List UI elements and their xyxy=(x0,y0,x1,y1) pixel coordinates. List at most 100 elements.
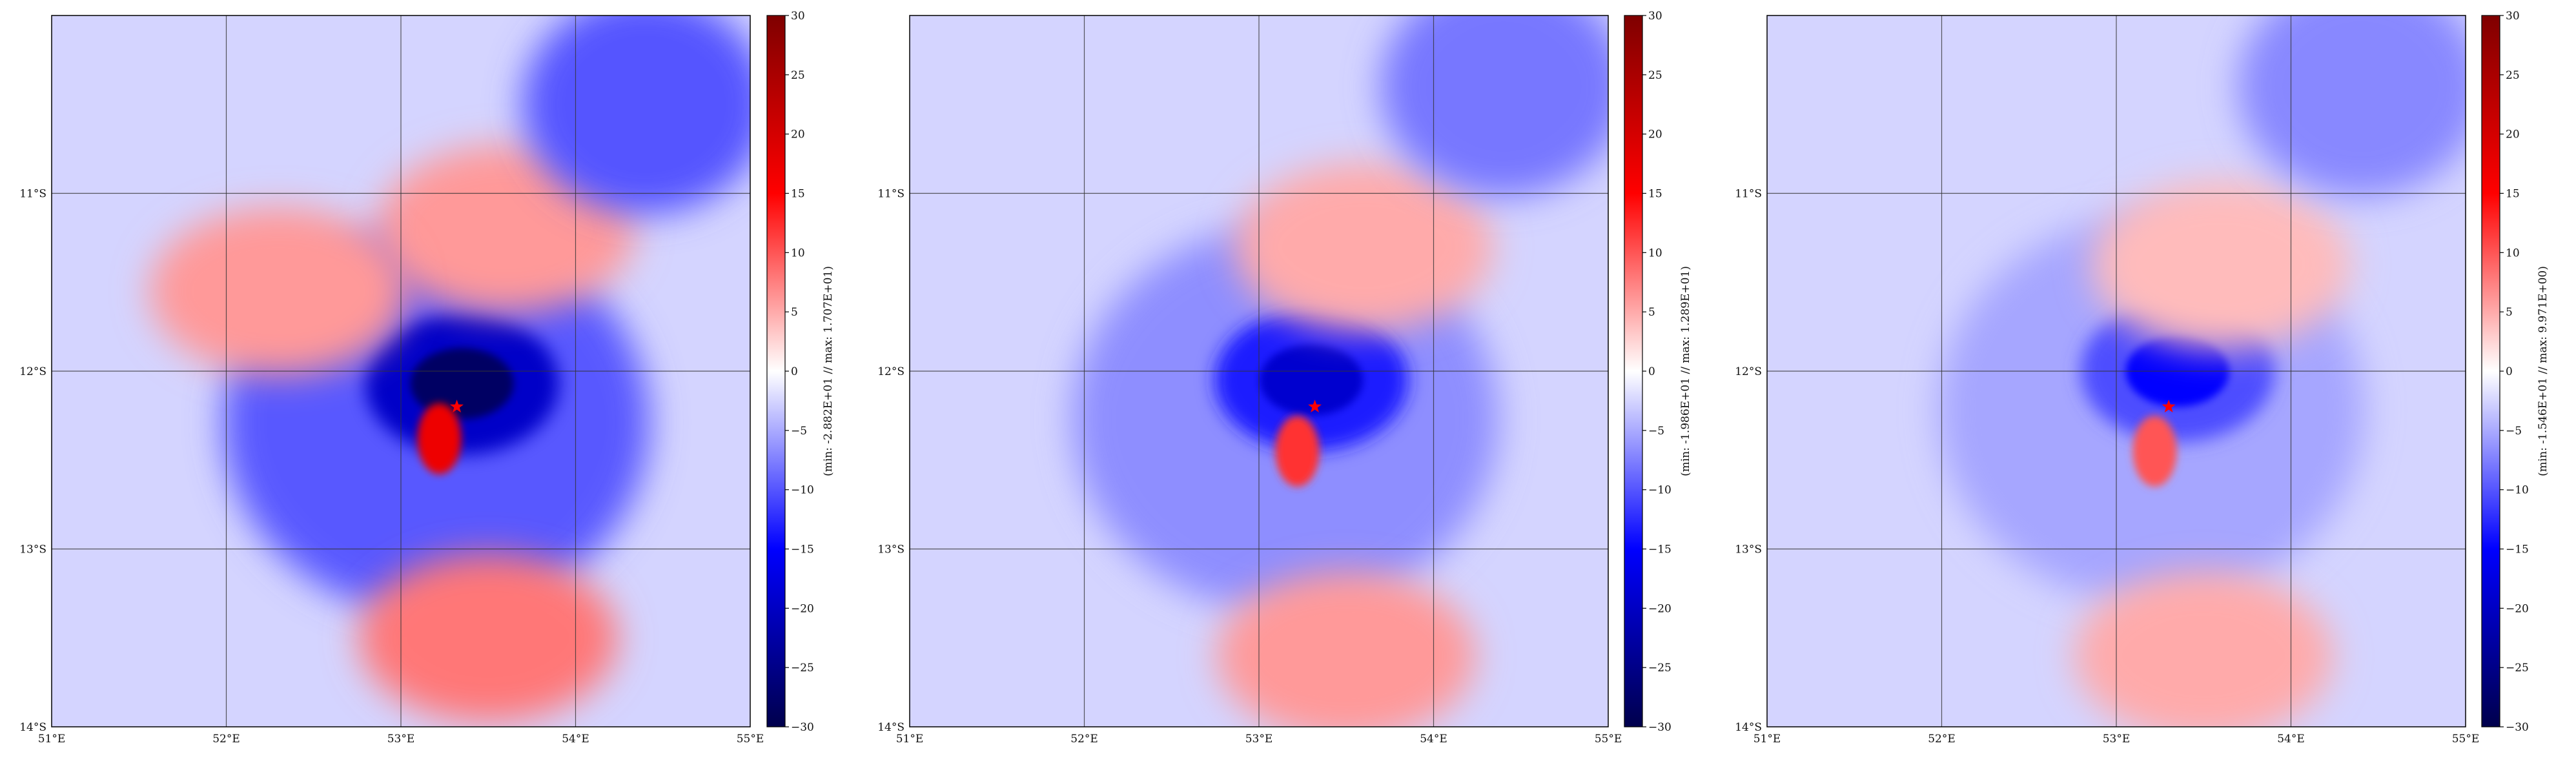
colorbar: 30 25 20 15 10 5 0 −5 −10 −15 −20 −25 −30 (min: -1.98… xyxy=(1624,10,1692,734)
y-tick-label: 14°S xyxy=(19,721,46,734)
colorbar-tick-label: −30 xyxy=(2506,721,2529,734)
positive-region xyxy=(1217,571,1476,727)
colorbar-tick-label: 20 xyxy=(791,128,805,141)
colorbar-tick-label: 30 xyxy=(791,10,805,23)
colorbar-tick-label: −20 xyxy=(1648,602,1671,615)
colorbar-label: (min: -1.986E+01 // max: 1.289E+01) xyxy=(1679,266,1692,476)
colorbar-tick-label: −20 xyxy=(2506,602,2529,615)
cyclone-core-negative xyxy=(1260,344,1364,416)
colorbar-tick-label: −25 xyxy=(791,662,814,675)
colorbar-tick-label: −10 xyxy=(1648,484,1671,497)
colorbar-gradient xyxy=(1624,15,1643,727)
colorbar-tick-label: 30 xyxy=(2506,10,2520,23)
colorbar-gradient xyxy=(766,15,786,727)
colorbar-tick-label: 10 xyxy=(2506,247,2520,259)
colorbar-tick-label: 10 xyxy=(791,247,805,259)
colorbar-tick-label: 0 xyxy=(1648,365,1655,378)
y-tick-label: 11°S xyxy=(877,188,905,201)
y-tick-label: 12°S xyxy=(1735,365,1762,378)
x-tick-label: 51°E xyxy=(38,733,66,746)
x-tick-label: 52°E xyxy=(212,733,240,746)
heatmap-field xyxy=(1072,15,1608,727)
x-tick-label: 55°E xyxy=(1595,733,1622,746)
positive-region xyxy=(1234,163,1493,331)
x-tick-label: 52°E xyxy=(1070,733,1098,746)
colorbar-tick-label: 10 xyxy=(1648,247,1662,259)
colorbar-tick-label: 25 xyxy=(1648,69,1662,82)
colorbar-tick-label: −5 xyxy=(1648,425,1664,438)
colorbar-tick-label: 25 xyxy=(791,69,805,82)
negative-region xyxy=(522,15,750,214)
x-tick-label: 55°E xyxy=(2452,733,2480,746)
y-tick-label: 12°S xyxy=(877,365,905,378)
positive-region xyxy=(2074,571,2333,727)
positive-lobe xyxy=(1275,415,1320,487)
x-tick-label: 53°E xyxy=(2103,733,2131,746)
colorbar-tick-label: −30 xyxy=(791,721,814,734)
cyclone-core-negative xyxy=(410,348,514,420)
gridlines xyxy=(52,15,750,727)
x-tick-label: 52°E xyxy=(1928,733,1956,746)
colorbar-tick-label: 25 xyxy=(2506,69,2520,82)
colorbar: 30 25 20 15 10 5 0 −5 −10 −15 −20 −25 −30 (min: -2.88… xyxy=(766,10,835,734)
colorbar-tick-label: −15 xyxy=(2506,543,2529,556)
colorbar-tick-label: −5 xyxy=(2506,425,2522,438)
x-tick-label: 53°E xyxy=(1245,733,1273,746)
colorbar-tick-label: −15 xyxy=(791,543,814,556)
storm-center-marker xyxy=(450,400,464,412)
colorbar-tick-label: 5 xyxy=(1648,306,1655,319)
colorbar-tick-label: 15 xyxy=(1648,188,1662,201)
colorbar-gradient xyxy=(2481,15,2500,727)
y-tick-label: 13°S xyxy=(1735,543,1762,556)
colorbar-tick-label: −5 xyxy=(791,425,807,438)
map-frame xyxy=(51,15,751,727)
positive-region xyxy=(2092,180,2351,349)
colorbar-tick-label: 20 xyxy=(2506,128,2520,141)
colorbar: 30 25 20 15 10 5 0 −5 −10 −15 −20 −25 −30 (min: -1.54… xyxy=(2481,10,2550,734)
gridlines xyxy=(910,15,1608,727)
colorbar-label: (min: -2.882E+01 // max: 1.707E+01) xyxy=(822,266,835,476)
colorbar-tick-label: −25 xyxy=(1648,662,1671,675)
colorbar-tick-label: 0 xyxy=(791,365,798,378)
y-tick-label: 13°S xyxy=(19,543,46,556)
positive-lobe xyxy=(417,403,462,474)
heatmap-field xyxy=(1938,15,2466,727)
colorbar-tick-label: 15 xyxy=(2506,188,2520,201)
colorbar-tick-label: 20 xyxy=(1648,128,1662,141)
colorbar-tick-label: −25 xyxy=(2506,662,2529,675)
negative-region xyxy=(2238,15,2466,197)
map-frame xyxy=(909,15,1609,727)
x-tick-label: 54°E xyxy=(1420,733,1447,746)
x-tick-label: 51°E xyxy=(1753,733,1781,746)
heatmap-field xyxy=(149,15,750,722)
colorbar-tick-label: −30 xyxy=(1648,721,1671,734)
colorbar-tick-label: 30 xyxy=(1648,10,1662,23)
colorbar-tick-label: −10 xyxy=(791,484,814,497)
colorbar-tick-label: −10 xyxy=(2506,484,2529,497)
colorbar-tick-label: −15 xyxy=(1648,543,1671,556)
positive-region xyxy=(149,207,408,376)
colorbar-tick-label: −20 xyxy=(791,602,814,615)
colorbar-tick-label: 0 xyxy=(2506,365,2513,378)
negative-region xyxy=(1380,15,1608,197)
y-tick-label: 13°S xyxy=(877,543,905,556)
x-tick-label: 54°E xyxy=(562,733,589,746)
y-tick-label: 12°S xyxy=(19,365,46,378)
positive-lobe xyxy=(2132,415,2177,487)
colorbar-tick-label: 5 xyxy=(791,306,798,319)
y-tick-label: 14°S xyxy=(877,721,905,734)
y-tick-label: 14°S xyxy=(1735,721,1762,734)
positive-region xyxy=(359,554,618,722)
colorbar-label: (min: -1.546E+01 // max: 9.971E+00) xyxy=(2537,266,2550,476)
storm-center-marker xyxy=(2162,400,2176,412)
y-tick-label: 11°S xyxy=(19,188,46,201)
storm-center-marker xyxy=(1308,400,1322,412)
colorbar-tick-label: 5 xyxy=(2506,306,2513,319)
x-tick-label: 55°E xyxy=(737,733,764,746)
colorbar-tick-label: 15 xyxy=(791,188,805,201)
x-tick-label: 51°E xyxy=(896,733,924,746)
gridlines xyxy=(1767,15,2466,727)
map-frame xyxy=(1766,15,2466,727)
x-tick-label: 54°E xyxy=(2277,733,2305,746)
